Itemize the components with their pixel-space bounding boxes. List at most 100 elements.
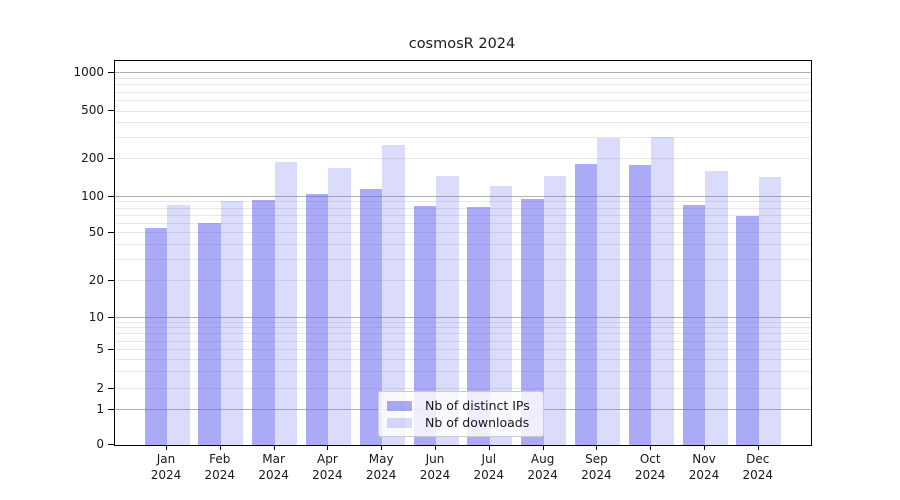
x-tick-label-nov-2024: Nov 2024 xyxy=(674,451,734,483)
gridline-minor xyxy=(115,370,811,372)
gridline-minor xyxy=(115,321,811,323)
x-tick-month: Oct xyxy=(639,452,661,466)
bar-nb-of-downloads-may-2024 xyxy=(382,145,405,445)
y-tick-mark xyxy=(108,348,114,350)
x-tick-month: Jun xyxy=(425,452,445,466)
bar-nb-of-distinct-ips-sep-2024 xyxy=(574,164,598,445)
x-tick-label-oct-2024: Oct 2024 xyxy=(620,451,680,483)
x-tick-month: Feb xyxy=(209,452,231,466)
x-tick-year: 2024 xyxy=(742,468,774,482)
gridline-minor xyxy=(115,137,811,139)
x-tick-mark xyxy=(488,445,490,450)
x-tick-year: 2024 xyxy=(258,468,289,482)
x-tick-year: 2024 xyxy=(473,468,505,482)
bar-nb-of-distinct-ips-jun-2024 xyxy=(413,205,436,445)
gridline-major xyxy=(115,316,811,318)
gridline-minor xyxy=(115,214,811,216)
x-tick-label-apr-2024: Apr 2024 xyxy=(297,451,357,483)
x-tick-mark xyxy=(757,445,759,450)
bar-nb-of-distinct-ips-jul-2024 xyxy=(467,206,490,445)
bar-nb-of-downloads-dec-2024 xyxy=(758,176,782,445)
x-tick-mark xyxy=(381,445,383,450)
bar-nb-of-downloads-apr-2024 xyxy=(328,168,351,445)
gridline-minor xyxy=(115,91,811,93)
bar-nb-of-distinct-ips-apr-2024 xyxy=(305,194,329,445)
legend-swatch-distinct-ips xyxy=(387,400,412,411)
x-tick-label-jul-2024: Jul 2024 xyxy=(459,451,519,483)
plot-area xyxy=(114,60,812,446)
legend-swatch-downloads xyxy=(387,417,412,428)
gridline-minor xyxy=(115,201,811,203)
bar-nb-of-downloads-nov-2024 xyxy=(705,171,728,445)
y-tick-mark xyxy=(108,195,114,197)
bar-nb-of-distinct-ips-oct-2024 xyxy=(628,164,652,445)
y-tick-mark xyxy=(108,388,114,390)
bar-nb-of-downloads-mar-2024 xyxy=(274,162,298,445)
gridline-minor xyxy=(115,243,811,245)
y-tick-mark xyxy=(108,232,114,234)
x-tick-year: 2024 xyxy=(419,468,451,482)
x-tick-month: May xyxy=(368,452,394,466)
x-tick-label-mar-2024: Mar 2024 xyxy=(244,451,304,483)
y-tick-mark xyxy=(108,409,114,411)
y-tick-mark xyxy=(108,158,114,160)
x-tick-label-feb-2024: Feb 2024 xyxy=(190,451,250,483)
y-tick-label-20: 20 xyxy=(88,273,104,288)
x-tick-mark xyxy=(542,445,544,450)
bar-nb-of-distinct-ips-nov-2024 xyxy=(682,204,705,445)
x-tick-label-sep-2024: Sep 2024 xyxy=(566,451,626,483)
gridline-minor xyxy=(115,327,811,329)
x-tick-year: 2024 xyxy=(527,468,558,482)
x-tick-year: 2024 xyxy=(688,468,720,482)
gridline-minor xyxy=(115,340,811,342)
y-tick-mark xyxy=(108,316,114,318)
x-tick-year: 2024 xyxy=(150,468,182,482)
x-tick-month: Jan xyxy=(156,452,176,466)
x-tick-label-aug-2024: Aug 2024 xyxy=(513,451,573,483)
legend-label-distinct-ips: Nb of distinct IPs xyxy=(425,398,530,413)
legend-label-downloads: Nb of downloads xyxy=(425,415,530,430)
bar-nb-of-downloads-jan-2024 xyxy=(167,205,190,445)
x-tick-year: 2024 xyxy=(312,468,343,482)
gridline-minor xyxy=(115,258,811,260)
x-tick-month: Dec xyxy=(746,452,770,466)
gridline-minor xyxy=(115,84,811,86)
x-tick-mark xyxy=(219,445,221,450)
x-tick-mark xyxy=(327,445,329,450)
x-tick-mark xyxy=(273,445,275,450)
x-tick-month: Sep xyxy=(585,452,608,466)
bar-nb-of-downloads-jul-2024 xyxy=(489,186,513,445)
x-tick-mark xyxy=(650,445,652,450)
x-tick-mark xyxy=(704,445,705,450)
legend: Nb of distinct IPs Nb of downloads xyxy=(378,391,544,437)
x-tick-year: 2024 xyxy=(365,468,397,482)
gridline-minor xyxy=(115,158,811,160)
bar-nb-of-distinct-ips-aug-2024 xyxy=(521,198,544,445)
gridline-minor xyxy=(115,388,811,390)
x-tick-month: Apr xyxy=(317,452,338,466)
gridline-minor xyxy=(115,122,811,124)
bar-nb-of-downloads-aug-2024 xyxy=(543,175,567,445)
bar-nb-of-distinct-ips-jan-2024 xyxy=(144,228,167,445)
gridline-minor xyxy=(115,100,811,102)
x-tick-year: 2024 xyxy=(581,468,612,482)
legend-row: Nb of distinct IPs xyxy=(387,397,535,414)
legend-row: Nb of downloads xyxy=(387,414,535,431)
y-tick-mark xyxy=(108,110,114,112)
y-tick-label-500: 500 xyxy=(81,103,104,118)
gridline-minor xyxy=(115,207,811,209)
bar-nb-of-distinct-ips-dec-2024 xyxy=(736,215,759,445)
y-tick-label-5: 5 xyxy=(96,341,104,356)
gridline-major xyxy=(115,71,811,73)
y-tick-label-200: 200 xyxy=(81,151,104,166)
y-tick-mark xyxy=(108,444,114,445)
y-tick-label-2: 2 xyxy=(96,381,104,396)
bar-nb-of-distinct-ips-may-2024 xyxy=(359,188,383,445)
y-tick-label-1: 1 xyxy=(96,402,104,417)
y-tick-mark xyxy=(108,280,114,282)
x-tick-label-may-2024: May 2024 xyxy=(351,451,411,483)
y-tick-label-1000: 1000 xyxy=(73,64,104,79)
chart-title: cosmosR 2024 xyxy=(408,36,516,52)
x-tick-mark xyxy=(596,445,598,450)
